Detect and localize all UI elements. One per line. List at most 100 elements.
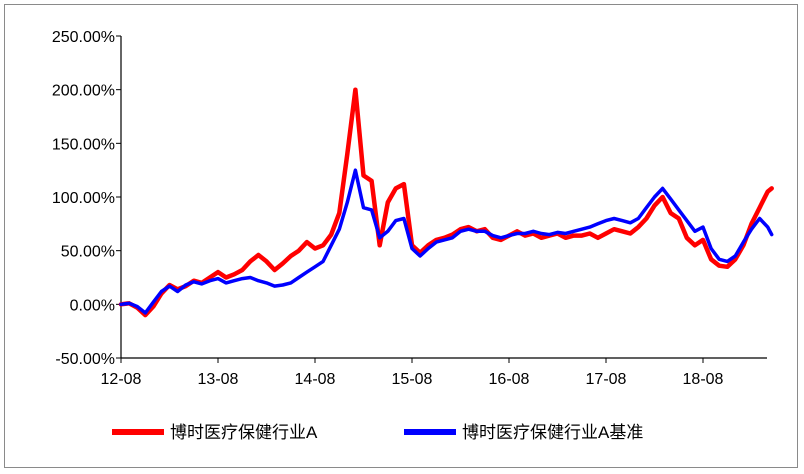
series-1-point [362,174,365,177]
series-1-point [152,305,154,308]
series-1-point [750,223,753,225]
y-tick-labels: 250.00% 200.00% 150.00% 100.00% 50.00% 0.00% -… [52,29,115,368]
series-2-point [419,255,421,257]
x-tick-label: 15-08 [392,371,433,388]
series-2-point [371,209,373,211]
series-1-point [419,252,421,254]
series-1-point [265,260,268,262]
series-1-point [233,273,235,275]
y-tick-label: 50.00% [61,244,115,261]
series-1-point [338,212,340,214]
series-2-point [556,231,559,233]
y-tick-label: 100.00% [52,190,115,207]
series-2-point [379,237,381,239]
series-2-point [128,302,130,304]
series-1-point [379,244,381,246]
series-2-point [459,230,462,232]
series-2-point [532,230,534,232]
series-1-point [637,226,639,228]
series-1-point [613,228,615,230]
series-1-point [484,228,486,230]
y-tick-label: 150.00% [52,136,115,153]
series-2-point [742,241,745,243]
series-2-point [160,290,162,293]
series-2-point [274,285,276,287]
series-2-point [484,230,486,232]
series-1-point [290,255,292,257]
series-1-point [718,265,720,267]
series-1-point [306,241,308,243]
series-2-point [346,201,348,203]
series-1-point [371,180,373,182]
y-tick-label: 250.00% [52,29,115,46]
series-1-point [354,89,356,91]
series-2-point [338,228,340,230]
series-2-point [427,247,429,250]
series-2-point [767,226,769,228]
legend-label-2: 博时医疗保健行业A基准 [462,423,643,442]
series-2-point [233,280,235,282]
series-2-point [193,281,195,283]
series-2-point [403,217,405,220]
series-2-point [540,232,542,235]
series-2-point [282,284,284,286]
series-2-point [241,278,243,280]
series-1-point [492,237,494,239]
series-2-point [395,220,397,222]
series-1-point [771,187,773,189]
series-2-point [686,220,688,222]
series-2-point [265,282,268,284]
series-2-point [468,228,470,230]
series-1-point [395,187,397,189]
series-1-point [427,244,429,246]
series-2-point [249,276,251,279]
series-2-point [476,230,478,232]
series-1-point [589,232,591,235]
series-2-point [718,258,720,260]
series-2-point [500,237,502,239]
series-2-point [387,230,389,232]
series-1-point [540,237,542,239]
series-2-point [225,282,227,284]
series-1-point [209,276,211,279]
series-2-point [516,232,518,235]
series-1-point [678,217,680,220]
legend: 博时医疗保健行业A 博时医疗保健行业A基准 [112,423,643,442]
series-2-point [314,266,316,268]
series-1-point [403,183,405,185]
series-2-point [734,255,736,257]
series-line-1 [118,87,774,318]
series-2-point [548,234,551,236]
series-2-point [298,276,300,279]
series-line-2 [119,168,774,315]
series-1-point [621,230,623,232]
series-1-point [565,237,567,239]
series-2-point [168,285,171,287]
series-1-point [734,258,736,260]
series-2-point [257,280,259,282]
series-2-point [645,207,648,209]
series-1-point [573,235,575,237]
series-2-point [209,280,211,282]
series-2-point [524,232,526,235]
series-2-point [589,226,591,228]
series-2-point [565,232,567,235]
series-2-point [621,220,623,222]
series-2-point [330,244,332,246]
series-1-point [645,217,648,220]
series-1-point [670,212,672,214]
y-tick-label: -50.00% [55,351,115,368]
series-1-point [500,239,502,241]
series-2-point [759,217,761,220]
series-1-point [694,244,696,246]
series-1-point [662,196,664,198]
series-1-point [516,230,518,232]
series-2-point [492,235,494,237]
series-1-point [653,205,656,207]
series-1-point [346,153,348,155]
series-2-point [177,290,179,293]
series-1-point [249,260,251,262]
series-2-point [322,260,324,262]
series-1-point [435,239,437,241]
